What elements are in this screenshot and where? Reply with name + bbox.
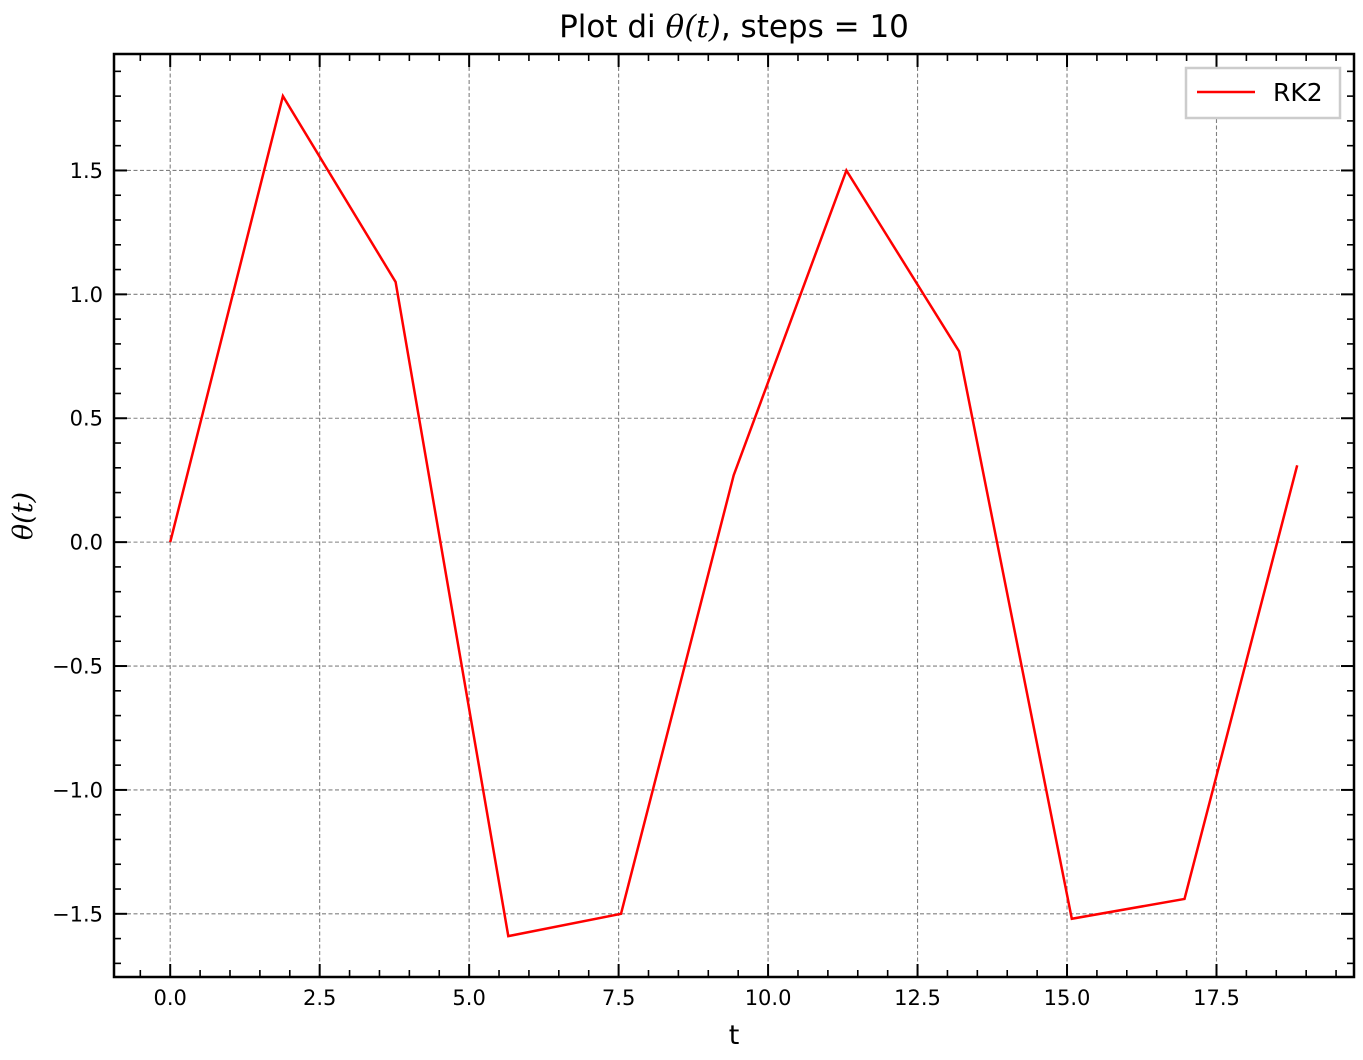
y-tick-label: −1.0 xyxy=(52,778,103,802)
series-line-rk2 xyxy=(168,92,1299,938)
y-tick-label: 1.0 xyxy=(70,283,103,307)
plot-frame xyxy=(112,52,1356,979)
x-tick-label: 12.5 xyxy=(894,986,941,1010)
x-tick-label: 5.0 xyxy=(452,986,485,1010)
chart-title-symbol: θ(t) xyxy=(666,9,721,45)
legend-entry-rk2: RK2 xyxy=(1273,78,1323,107)
x-tick-label: 0.0 xyxy=(153,986,186,1010)
y-tick-label: 0.0 xyxy=(70,531,103,555)
chart-title-prefix: Plot di xyxy=(559,9,665,45)
y-axis-label-text: θ(t) xyxy=(8,492,39,540)
y-axis-label: θ(t) xyxy=(8,492,39,540)
y-tick-label: 1.5 xyxy=(70,159,103,183)
x-tick-label: 2.5 xyxy=(303,986,336,1010)
grid-lines xyxy=(114,54,1354,977)
x-tick-label: 17.5 xyxy=(1193,986,1240,1010)
y-tick-label: 0.5 xyxy=(70,407,103,431)
x-axis-label: t xyxy=(729,1020,740,1051)
tick-labels: 0.0 2.5 5.0 7.5 10.0 12.5 15.0 17.5 −1.5 −1.0 −0.5… xyxy=(52,159,1240,1010)
chart-title: Plot di θ(t), steps = 10 xyxy=(559,9,909,45)
y-tick-label: −0.5 xyxy=(52,655,103,679)
x-tick-label: 10.0 xyxy=(745,986,792,1010)
chart-title-suffix: , steps = 10 xyxy=(721,9,909,45)
x-tick-label: 7.5 xyxy=(602,986,635,1010)
legend: RK2 xyxy=(1184,66,1342,120)
series-layer xyxy=(168,92,1299,938)
x-tick-label: 15.0 xyxy=(1044,986,1091,1010)
tick-marks xyxy=(114,54,1354,977)
y-tick-label: −1.5 xyxy=(52,902,103,926)
